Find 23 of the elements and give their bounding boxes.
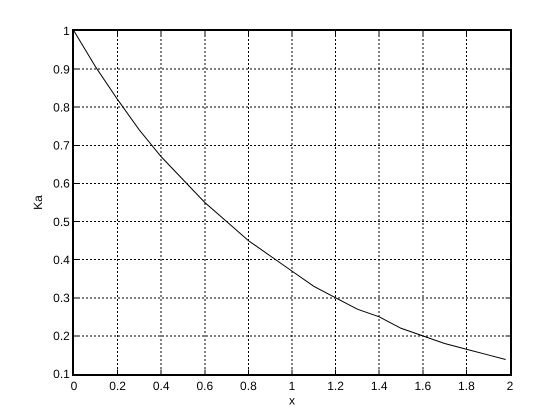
x-tick-label: 1.2 (327, 379, 344, 394)
y-tick-label: 0.3 (53, 290, 70, 305)
y-tick-label: 0.1 (53, 367, 70, 382)
x-tick-label: 0.4 (152, 379, 170, 394)
x-tick-label: 0.6 (196, 379, 214, 394)
x-tick-label: 1.6 (414, 379, 432, 394)
y-tick-label: 0.7 (53, 138, 70, 153)
x-tick-label: 1.8 (458, 379, 476, 394)
x-tick-label: 2 (506, 379, 514, 394)
x-tick-label: 0.8 (240, 379, 258, 394)
y-tick-label: 0.5 (53, 214, 70, 229)
y-axis-title: Ka (30, 194, 45, 210)
y-tick-label: 0.8 (53, 100, 70, 114)
y-tick-label: 0.6 (53, 176, 70, 191)
y-tick-label: 0.9 (53, 62, 70, 76)
y-tick-label: 0.2 (53, 329, 70, 344)
x-tick-label: 0 (70, 379, 78, 394)
y-tick-label: 1 (63, 24, 70, 38)
y-tick-label: 0.4 (53, 252, 70, 267)
x-tick-label: 1.4 (370, 379, 388, 394)
x-tick-label: 0.2 (109, 379, 126, 394)
x-tick-label: 1 (288, 379, 296, 394)
x-axis-title: x (289, 394, 295, 408)
